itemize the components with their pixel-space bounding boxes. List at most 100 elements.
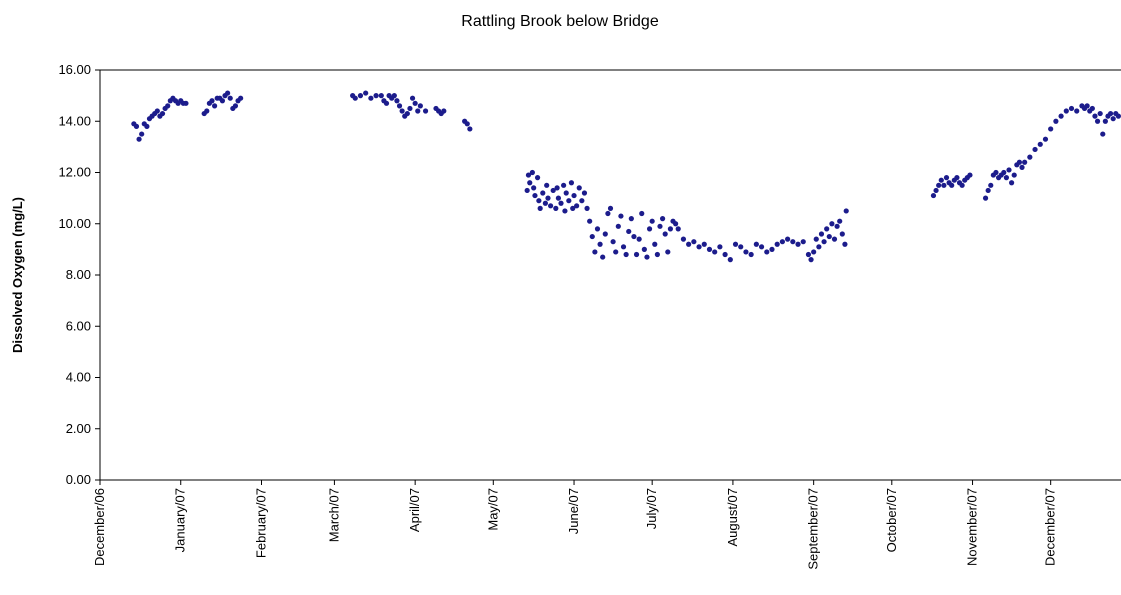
data-point (415, 108, 421, 114)
data-point (615, 223, 621, 229)
y-tick-label: 0.00 (66, 472, 91, 487)
x-tick-label: October/07 (884, 488, 899, 552)
y-tick-label: 6.00 (66, 318, 91, 333)
chart-title: Rattling Brook below Bridge (461, 13, 659, 30)
data-point (553, 205, 559, 211)
data-point (753, 241, 759, 247)
data-point (550, 187, 556, 194)
data-point (1032, 146, 1038, 153)
x-tick-label: April/07 (407, 488, 422, 532)
data-point (691, 239, 697, 245)
data-point (1097, 110, 1103, 117)
data-point (1009, 180, 1015, 186)
data-point (352, 95, 358, 101)
data-point (769, 246, 775, 252)
data-point (589, 233, 595, 240)
data-point (464, 121, 470, 127)
y-tick-label: 12.00 (58, 165, 91, 180)
data-point (727, 257, 733, 263)
data-point (1115, 113, 1121, 119)
data-point (712, 249, 718, 255)
data-point (383, 100, 390, 106)
data-point (592, 249, 598, 255)
data-point (566, 198, 572, 204)
data-point (1053, 118, 1059, 124)
data-point (954, 175, 960, 181)
x-tick-label: January/07 (173, 488, 188, 552)
data-point (136, 136, 142, 142)
data-point (764, 249, 770, 255)
y-tick-label: 2.00 (66, 421, 91, 436)
data-point (1063, 108, 1069, 114)
data-point (982, 195, 989, 201)
data-point (636, 236, 642, 242)
data-point (821, 239, 827, 245)
y-tick-label: 4.00 (66, 370, 91, 385)
data-point (936, 182, 942, 188)
data-point (811, 249, 817, 255)
data-point (985, 187, 991, 194)
data-point (805, 251, 812, 258)
data-point (597, 241, 603, 247)
data-point (391, 93, 397, 99)
data-point (412, 100, 418, 106)
data-point (837, 218, 843, 224)
data-point (1019, 164, 1025, 170)
data-point (540, 190, 546, 196)
data-point (644, 254, 650, 260)
data-point (531, 185, 537, 191)
data-point (562, 208, 568, 214)
data-point (748, 251, 754, 258)
data-point (542, 200, 548, 206)
data-point (610, 239, 616, 245)
data-point (363, 90, 369, 96)
data-point (545, 195, 551, 201)
data-point (154, 108, 160, 114)
data-point (165, 103, 171, 109)
data-point (628, 216, 634, 222)
data-point (652, 241, 658, 247)
data-point (818, 231, 825, 237)
data-point (831, 236, 838, 242)
data-point (238, 95, 244, 101)
data-point (525, 172, 532, 178)
data-point (732, 241, 739, 247)
data-point (843, 208, 849, 214)
data-point (813, 236, 819, 242)
data-point (680, 236, 687, 242)
data-point (706, 246, 713, 252)
y-tick-label: 8.00 (66, 267, 91, 282)
data-point (943, 175, 950, 181)
data-point (623, 251, 629, 258)
data-point (534, 175, 541, 181)
data-point (1102, 118, 1108, 124)
data-point (826, 233, 832, 240)
x-tick-label: July/07 (644, 488, 659, 529)
data-point (571, 192, 577, 199)
data-point (649, 218, 655, 224)
x-tick-label: May/07 (485, 488, 500, 531)
data-point (633, 251, 640, 258)
data-point (686, 241, 692, 247)
data-point (558, 200, 564, 206)
data-point (417, 103, 423, 109)
data-point (139, 131, 145, 137)
data-point (808, 257, 814, 263)
data-point (1107, 110, 1114, 117)
data-point (209, 98, 215, 104)
data-point (834, 223, 840, 229)
data-point (1001, 169, 1007, 176)
data-point (594, 226, 601, 232)
data-point (1110, 116, 1116, 122)
x-tick-label: September/07 (806, 488, 821, 570)
data-point (1011, 172, 1017, 178)
data-point (561, 182, 567, 188)
data-point (357, 93, 364, 99)
data-point (144, 123, 150, 129)
data-point (227, 95, 233, 101)
data-point (701, 241, 707, 247)
data-point (795, 241, 801, 247)
data-point (529, 169, 535, 176)
data-point (743, 249, 749, 255)
data-point (584, 205, 590, 211)
